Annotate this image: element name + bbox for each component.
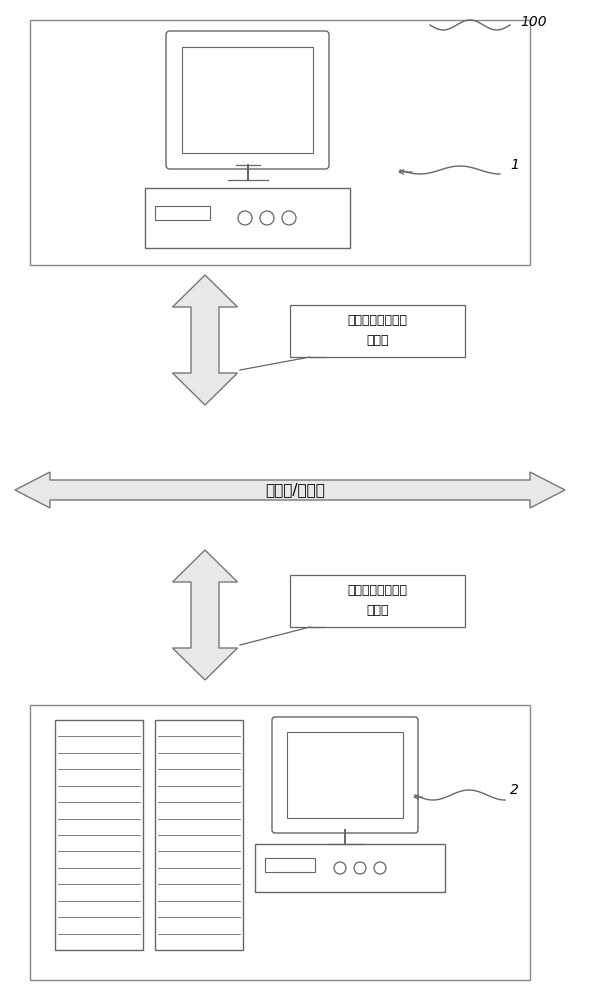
FancyBboxPatch shape	[145, 188, 350, 248]
FancyBboxPatch shape	[55, 720, 143, 950]
FancyBboxPatch shape	[155, 206, 210, 220]
FancyBboxPatch shape	[290, 305, 465, 357]
FancyBboxPatch shape	[182, 47, 313, 153]
FancyBboxPatch shape	[30, 705, 530, 980]
Text: 到网络: 到网络	[366, 334, 389, 348]
Circle shape	[260, 211, 274, 225]
FancyBboxPatch shape	[255, 844, 445, 892]
Text: 2: 2	[510, 783, 519, 797]
Text: 通过网络接口连接: 通过网络接口连接	[348, 584, 408, 597]
Circle shape	[282, 211, 296, 225]
Circle shape	[238, 211, 252, 225]
Polygon shape	[172, 550, 238, 680]
FancyBboxPatch shape	[287, 732, 403, 818]
FancyBboxPatch shape	[272, 717, 418, 833]
Text: 互联网/局域网: 互联网/局域网	[265, 483, 325, 497]
FancyBboxPatch shape	[290, 575, 465, 627]
Text: 100: 100	[520, 15, 546, 29]
Text: 到网络: 到网络	[366, 604, 389, 617]
Polygon shape	[15, 472, 565, 508]
Text: 通过网络接口连接: 通过网络接口连接	[348, 314, 408, 328]
Polygon shape	[172, 275, 238, 405]
FancyBboxPatch shape	[265, 858, 315, 872]
Circle shape	[334, 862, 346, 874]
Circle shape	[374, 862, 386, 874]
Circle shape	[354, 862, 366, 874]
FancyBboxPatch shape	[155, 720, 243, 950]
FancyBboxPatch shape	[166, 31, 329, 169]
Text: 1: 1	[510, 158, 519, 172]
FancyBboxPatch shape	[30, 20, 530, 265]
